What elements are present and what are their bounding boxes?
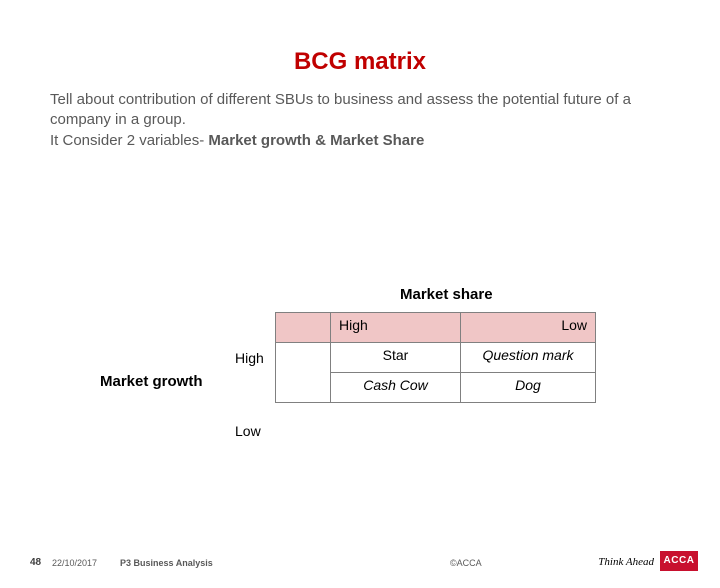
footer-date: 22/10/2017	[52, 558, 97, 568]
page-number: 48	[30, 557, 41, 568]
matrix-table: High Low Star Question mark Cash Cow Dog	[275, 312, 596, 403]
x-axis-label-low: Low	[461, 313, 596, 343]
x-axis-label-high: High	[331, 313, 461, 343]
cell-cash-cow: Cash Cow	[331, 373, 461, 403]
footer: 48 22/10/2017 P3 Business Analysis ©ACCA…	[0, 544, 720, 568]
footer-copyright: ©ACCA	[450, 558, 482, 568]
description-variables: Market growth & Market Share	[208, 132, 424, 149]
cell-star: Star	[331, 343, 461, 373]
description-text: Tell about contribution of different SBU…	[50, 90, 670, 151]
y-axis-label-high: High	[235, 350, 264, 366]
y-axis-title: Market growth	[100, 373, 203, 390]
header-empty-cell	[276, 313, 331, 343]
y-axis-label-low: Low	[235, 423, 261, 439]
acca-logo: ACCA	[660, 551, 698, 571]
footer-tagline: Think Ahead	[598, 556, 654, 568]
page-title: BCG matrix	[0, 48, 720, 76]
cell-dog: Dog	[461, 373, 596, 403]
row-stub	[276, 343, 331, 403]
footer-course: P3 Business Analysis	[120, 558, 213, 568]
table-row: High Low	[276, 313, 596, 343]
description-line2-prefix: It Consider 2 variables-	[50, 132, 208, 149]
description-line1: Tell about contribution of different SBU…	[50, 91, 631, 128]
x-axis-title: Market share	[400, 286, 493, 303]
cell-question-mark: Question mark	[461, 343, 596, 373]
table-row: Star Question mark	[276, 343, 596, 373]
